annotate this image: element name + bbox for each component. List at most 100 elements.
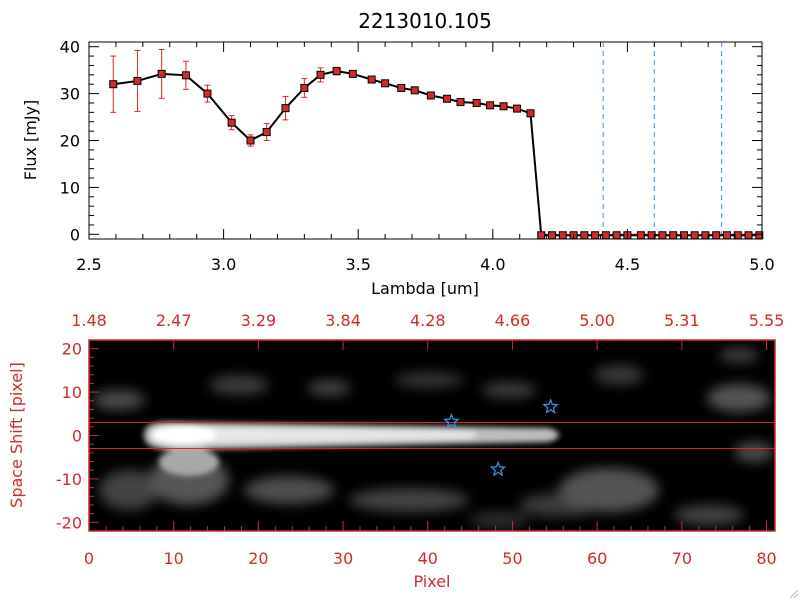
x-tick-label: 2.5 xyxy=(76,255,101,274)
pixel-tick-label: 50 xyxy=(502,549,522,568)
data-point xyxy=(246,136,255,145)
x-tick-label: 3.5 xyxy=(345,255,370,274)
x-tick-label: 5.0 xyxy=(749,255,774,274)
data-point xyxy=(456,98,465,107)
x-axis-label: Lambda [um] xyxy=(371,279,479,298)
data-point xyxy=(281,104,290,113)
pixel-tick-label: 30 xyxy=(333,549,353,568)
data-point xyxy=(612,231,621,240)
data-point xyxy=(658,231,667,240)
y-axis-label: Flux [mJy] xyxy=(21,100,40,181)
pixel-tick-label: 0 xyxy=(84,549,94,568)
data-point xyxy=(580,231,589,240)
data-point xyxy=(381,79,390,88)
data-point xyxy=(591,231,600,240)
data-point xyxy=(262,128,271,137)
x-tick-label: 4.5 xyxy=(615,255,640,274)
data-point xyxy=(499,102,508,111)
space-shift-tick-label: 10 xyxy=(62,383,82,402)
space-shift-tick-label: -20 xyxy=(56,513,82,532)
pixel-tick-label: 10 xyxy=(164,549,184,568)
wavelength-tick-label: 3.84 xyxy=(325,311,361,330)
spectral-trace xyxy=(144,421,559,476)
pixel-tick-label: 70 xyxy=(672,549,692,568)
wavelength-markers xyxy=(602,42,723,239)
data-point xyxy=(203,89,212,98)
wavelength-tick-label: 4.28 xyxy=(410,311,446,330)
data-point xyxy=(109,80,118,89)
extraction-window-lines xyxy=(89,421,775,450)
data-point xyxy=(181,71,190,80)
pixel-tick-label: 80 xyxy=(756,549,776,568)
data-point xyxy=(513,104,522,113)
data-point xyxy=(348,69,357,78)
data-point xyxy=(558,231,567,240)
star-icon xyxy=(443,412,460,429)
wavelength-tick-label: 1.48 xyxy=(71,311,107,330)
wavelength-tick-label: 4.66 xyxy=(495,311,531,330)
star-icon xyxy=(489,460,507,477)
data-point xyxy=(669,231,678,240)
pixel-tick-label: 60 xyxy=(587,549,607,568)
data-point xyxy=(397,83,406,92)
data-point xyxy=(332,67,341,76)
wavelength-tick-label: 5.00 xyxy=(579,311,615,330)
y-tick-label: 30 xyxy=(60,85,80,104)
data-point xyxy=(712,231,721,240)
data-point xyxy=(472,98,481,107)
x-tick-label: 4.0 xyxy=(480,255,505,274)
data-point xyxy=(526,109,535,118)
image-content xyxy=(93,347,774,528)
spectrum-plot: 2.5 3.0 3.5 4.0 4.5 5.0 0 10 20 30 40 xyxy=(60,38,775,274)
spectrum-image: 0 10 20 30 40 50 60 70 80 1.48 2.47 3.29 3.84 4.28 4.… xyxy=(56,311,784,568)
y-axis-ticks: 0 10 20 30 40 xyxy=(60,38,762,244)
space-shift-axis-ticks: 20 10 0 -10 -20 xyxy=(56,340,99,532)
x-axis-ticks: 2.5 3.0 3.5 4.0 4.5 5.0 xyxy=(76,42,775,274)
pixel-axis-label: Pixel xyxy=(413,572,450,591)
y-tick-label: 40 xyxy=(60,38,80,57)
star-icon xyxy=(542,398,559,414)
wavelength-tick-label: 2.47 xyxy=(156,311,192,330)
data-point xyxy=(227,118,236,127)
noise-blobs xyxy=(93,347,774,528)
data-point xyxy=(647,231,656,240)
wavelength-axis-ticks: 1.48 2.47 3.29 3.84 4.28 4.66 5.00 5.31 5.55 xyxy=(71,311,784,350)
data-point xyxy=(601,231,610,240)
data-point xyxy=(316,70,325,79)
data-point xyxy=(744,231,753,240)
data-point xyxy=(537,231,546,240)
spectrum-plot-frame xyxy=(88,41,763,240)
data-point xyxy=(723,231,732,240)
data-point xyxy=(755,231,764,240)
data-point xyxy=(367,75,376,84)
data-point xyxy=(701,231,710,240)
x-tick-label: 3.0 xyxy=(211,255,236,274)
data-point xyxy=(133,76,142,85)
data-point xyxy=(300,83,309,92)
data-point xyxy=(157,69,166,78)
data-point xyxy=(443,94,452,103)
data-point xyxy=(679,231,688,240)
space-shift-axis-label: Space Shift [pixel] xyxy=(7,362,26,508)
chart-title: 2213010.105 xyxy=(358,9,492,33)
y-tick-label: 20 xyxy=(60,132,80,151)
data-point xyxy=(426,91,435,100)
wavelength-tick-label: 3.29 xyxy=(241,311,277,330)
resize-grip-icon[interactable] xyxy=(789,589,799,599)
y-tick-label: 0 xyxy=(70,225,80,244)
pixel-tick-label: 20 xyxy=(248,549,268,568)
data-point xyxy=(486,101,495,110)
data-point xyxy=(636,231,645,240)
flux-line xyxy=(113,70,760,237)
space-shift-tick-label: 0 xyxy=(72,427,82,446)
data-point xyxy=(690,231,699,240)
flux-markers xyxy=(109,67,764,240)
data-point xyxy=(548,231,557,240)
wavelength-tick-label: 5.55 xyxy=(749,311,785,330)
source-stars xyxy=(443,398,559,477)
y-tick-label: 10 xyxy=(60,178,80,197)
pixel-tick-label: 40 xyxy=(418,549,438,568)
space-shift-tick-label: -10 xyxy=(56,470,82,489)
wavelength-tick-label: 5.31 xyxy=(664,311,700,330)
